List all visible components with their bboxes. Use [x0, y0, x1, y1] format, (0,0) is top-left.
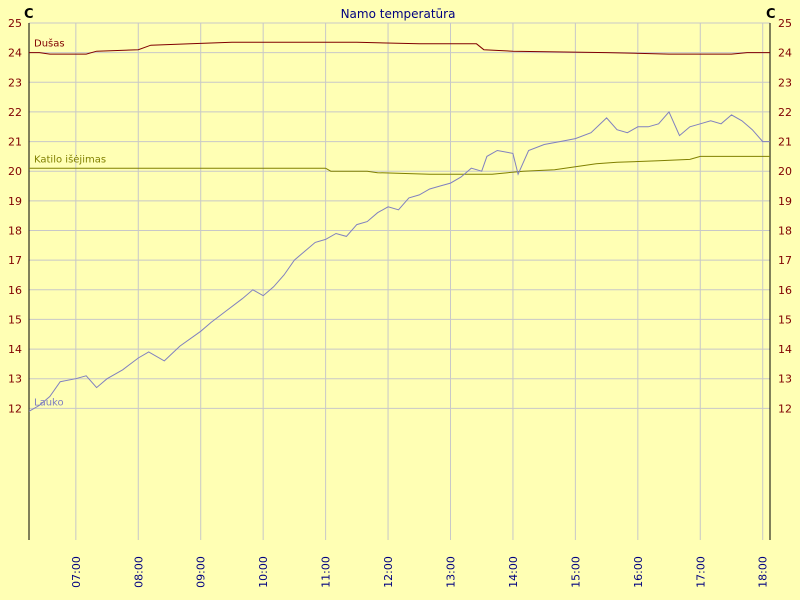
x-tick-label: 08:00	[132, 556, 145, 588]
x-tick-label: 11:00	[320, 556, 333, 588]
y-tick-label-right: 24	[778, 47, 792, 60]
series	[28, 41, 770, 412]
y-tick-label-left: 13	[8, 373, 22, 386]
series-line-2	[29, 155, 770, 175]
y-tick-label-left: 23	[8, 76, 22, 89]
y-tick-label-right: 18	[778, 225, 792, 238]
x-tick-label: 16:00	[632, 556, 645, 588]
y-tick-label-right: 16	[778, 284, 792, 297]
y-tick-label-right: 17	[778, 254, 792, 267]
x-tick-label: 18:00	[757, 556, 770, 588]
y-tick-label-right: 19	[778, 195, 792, 208]
series-label-2: Katilo išėjimas	[34, 153, 106, 165]
y-tick-label-right: 13	[778, 373, 792, 386]
y-tick-label-right: 23	[778, 76, 792, 89]
series-line-3	[28, 110, 770, 412]
y-tick-label-left: 17	[8, 254, 22, 267]
y-tick-label-left: 12	[8, 402, 22, 415]
y-tick-label-left: 21	[8, 136, 22, 149]
y-tick-label-left: 20	[8, 165, 22, 178]
y-tick-label-right: 15	[778, 313, 792, 326]
y-tick-label-right: 14	[778, 343, 792, 356]
x-tick-label: 12:00	[382, 556, 395, 588]
y-tick-label-left: 15	[8, 313, 22, 326]
labels: 12 12 13 13 14 14 15 15 16 16 17 17 18 18 19 19 20 20 21 21…	[8, 17, 792, 588]
chart-title: Namo temperatūra	[341, 7, 456, 21]
y-tick-label-left: 22	[8, 106, 22, 119]
y-axis-right-unit: C	[766, 7, 776, 22]
series-label-3: Lauko	[34, 397, 64, 408]
x-tick-label: 17:00	[694, 556, 707, 588]
x-tick-label: 14:00	[507, 556, 520, 588]
y-tick-label-right: 12	[778, 402, 792, 415]
x-tick-label: 13:00	[444, 556, 457, 588]
x-tick-label: 09:00	[195, 556, 208, 588]
y-tick-label-left: 24	[8, 47, 22, 60]
grid	[29, 22, 770, 540]
y-tick-label-right: 22	[778, 106, 792, 119]
x-tick-label: 10:00	[257, 556, 270, 588]
y-tick-label-left: 16	[8, 284, 22, 297]
y-tick-label-right: 25	[778, 17, 792, 30]
y-tick-label-right: 20	[778, 165, 792, 178]
x-tick-label: 15:00	[569, 556, 582, 588]
y-tick-label-left: 18	[8, 225, 22, 238]
y-tick-label-left: 19	[8, 195, 22, 208]
x-tick-label: 07:00	[70, 556, 83, 588]
y-axis-left-unit: C	[24, 7, 34, 22]
axes	[28, 23, 771, 540]
series-line-1	[29, 41, 770, 55]
series-label-1: Dušas	[34, 38, 65, 50]
y-tick-label-left: 14	[8, 343, 22, 356]
y-tick-label-right: 21	[778, 136, 792, 149]
y-tick-label-left: 25	[8, 17, 22, 30]
